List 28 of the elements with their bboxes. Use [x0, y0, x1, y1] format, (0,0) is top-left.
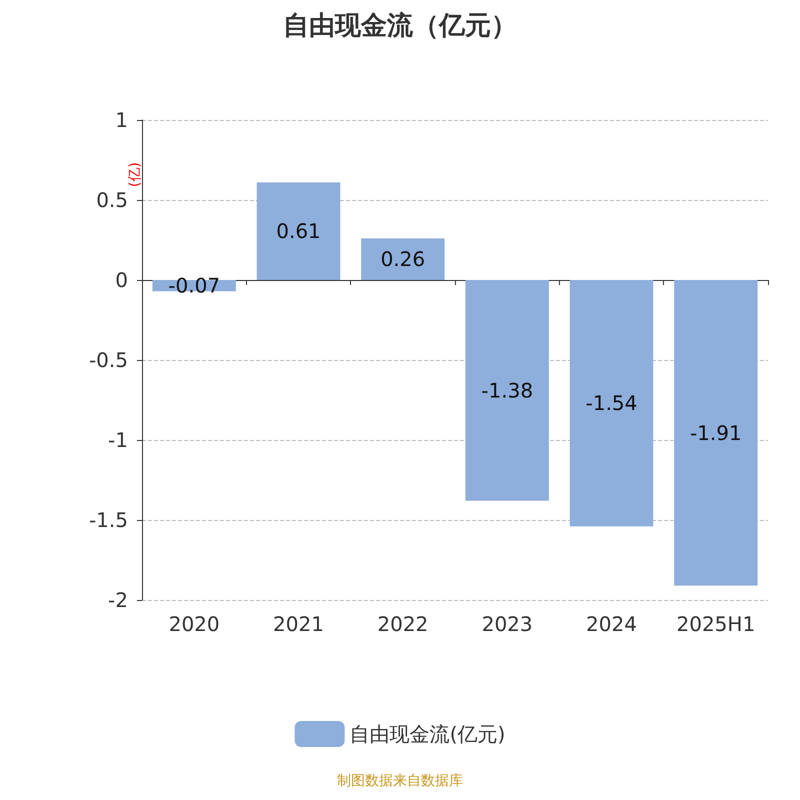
y-tick-label: -2 [108, 588, 128, 612]
y-axis-title: (亿) [127, 162, 143, 188]
x-tick-label: 2020 [168, 612, 220, 636]
data-label: -0.07 [168, 274, 220, 298]
y-tick-label: 1 [115, 108, 128, 132]
y-tick-label: -1.5 [88, 508, 128, 532]
y-tick-label: -0.5 [88, 348, 128, 372]
y-tick-label: -1 [108, 428, 128, 452]
data-label: -1.54 [586, 391, 638, 416]
data-label: 0.26 [380, 247, 426, 272]
x-tick-label: 2023 [482, 612, 533, 636]
bar [361, 238, 445, 280]
x-tick-label: 2024 [586, 612, 637, 636]
x-tick-label: 2022 [377, 612, 428, 636]
text: 制图数据来自数据库 [337, 773, 463, 789]
x-tick-label: 2025H1 [676, 612, 756, 636]
bar [256, 182, 340, 280]
y-tick-label: 0 [115, 268, 128, 292]
data-label: -1.91 [690, 420, 742, 445]
y-tick-label: 0.5 [96, 188, 128, 212]
bar [570, 280, 654, 526]
data-label: -1.38 [481, 378, 534, 402]
x-tick-label: 2021 [273, 612, 324, 636]
chart-title: 自由现金流（亿元） [283, 11, 517, 41]
data-label: 0.61 [276, 219, 321, 244]
bar [465, 280, 549, 501]
bar [674, 280, 758, 586]
legend-label: 自由现金流(亿元) [350, 722, 506, 746]
